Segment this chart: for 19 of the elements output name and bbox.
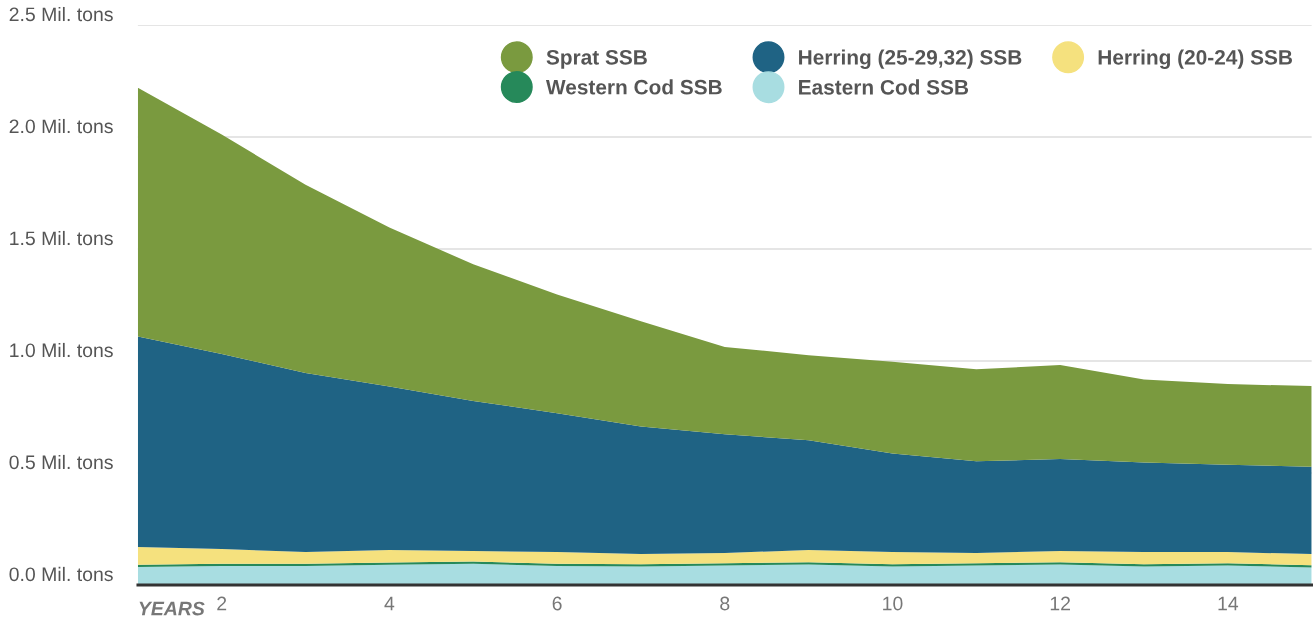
x-tick-label: 2 <box>217 596 227 611</box>
y-tick-label: 2.0 Mil. tons <box>9 118 113 134</box>
y-tick-label: 0.5 Mil. tons <box>9 454 113 470</box>
y-tick-label: 2.5 Mil. tons <box>9 6 113 22</box>
y-tick-label: 1.0 Mil. tons <box>10 342 113 358</box>
x-tick-label: 6 <box>552 596 562 611</box>
x-tick-label: 8 <box>720 596 730 611</box>
x-tick-label: 14 <box>1218 596 1239 611</box>
legend-label: Eastern Cod SSB <box>799 79 969 95</box>
y-tick-label: 0.0 Mil. tons <box>9 566 113 582</box>
legend-label: Herring (20-24) SSB <box>1098 49 1292 69</box>
y-tick-label: 1.5 Mil. tons <box>10 230 113 246</box>
x-axis-title: YEARS <box>139 601 205 616</box>
x-tick-label: 4 <box>384 596 395 611</box>
x-tick-label: 12 <box>1050 596 1070 611</box>
legend-label: Western Cod SSB <box>545 79 722 95</box>
legend-label: Herring (25-29,32) SSB <box>799 49 1022 69</box>
x-tick-label: 10 <box>883 596 903 611</box>
legend-label: Sprat SSB <box>546 49 647 69</box>
